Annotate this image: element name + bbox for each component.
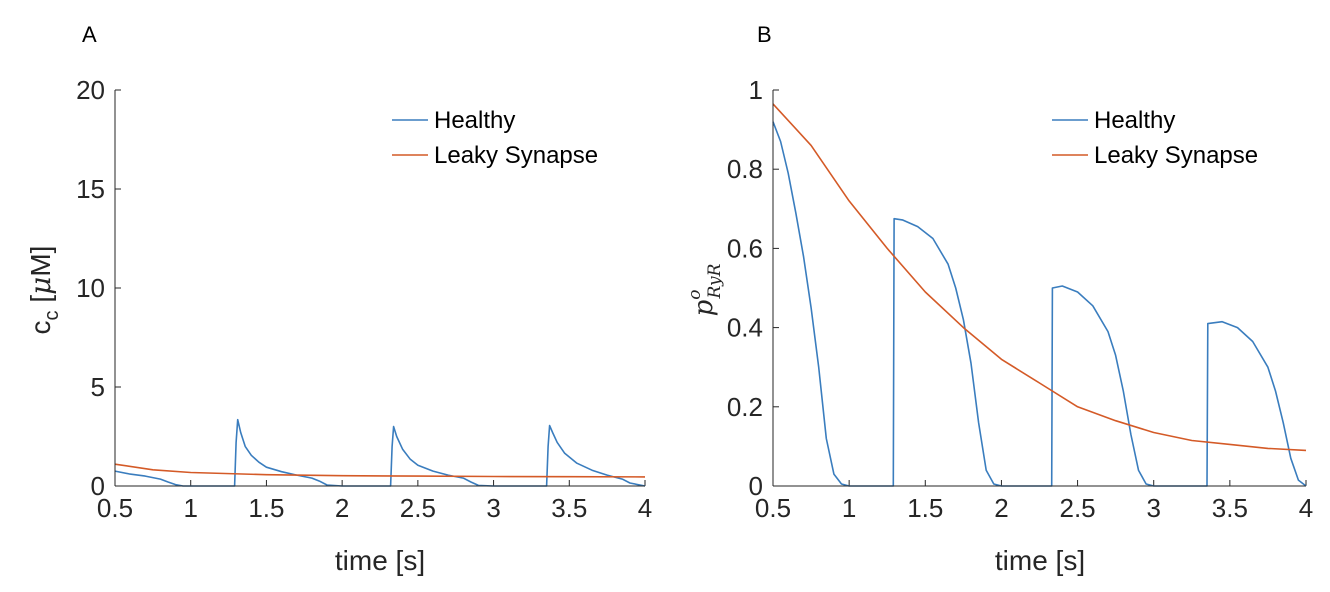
panel-b-x-tick-label: 1 — [842, 493, 856, 523]
panel-b-y-tick-label: 0.4 — [727, 313, 763, 343]
panel-a-series — [114, 418, 646, 487]
panel-a-ticks: 0.5 1 1.5 2 2.5 3 3.5 4 0 5 10 15 20 — [76, 75, 652, 523]
panel-b-x-tick-label: 2 — [994, 493, 1008, 523]
panel-a-x-tick-label: 4 — [638, 493, 652, 523]
panel-a-legend-leaky: Leaky Synapse — [434, 142, 598, 169]
panel-a-x-tick-label: 3 — [486, 493, 500, 523]
panel-b-series-healthy — [772, 121, 1307, 487]
panel-b-legend-leaky: Leaky Synapse — [1094, 142, 1258, 169]
panel-a-y-tick-label: 20 — [76, 75, 105, 105]
panel-a-legend: Healthy Leaky Synapse — [392, 107, 598, 169]
panel-b-ticks: 0.5 1 1.5 2 2.5 3 3.5 4 0 0.2 0.4 0.6 0.8 1 — [727, 75, 1313, 523]
panel-a-series-leaky-synapse — [114, 463, 646, 478]
panel-a-x-tick-label: 1 — [183, 493, 197, 523]
panel-b-y-tick-label: 0.2 — [727, 392, 763, 422]
panel-a-x-label: time [s] — [335, 545, 425, 576]
panel-b-x-tick-label: 3.5 — [1212, 493, 1248, 523]
panel-b-x-tick-label: 2.5 — [1059, 493, 1095, 523]
panel-a-x-tick-label: 2 — [335, 493, 349, 523]
panel-a-y-tick-label: 0 — [91, 471, 105, 501]
panel-a-x-tick-label: 0.5 — [97, 493, 133, 523]
panel-a-y-tick-label: 5 — [91, 372, 105, 402]
panel-b-x-label: time [s] — [995, 545, 1085, 576]
panel-a-y-tick-label: 15 — [76, 174, 105, 204]
panel-b-series-leaky-synapse — [772, 103, 1307, 452]
panel-b-x-tick-label: 1.5 — [907, 493, 943, 523]
panel-a-y-tick-label: 10 — [76, 273, 105, 303]
panel-a-legend-healthy: Healthy — [434, 107, 515, 134]
panel-a-x-tick-label: 3.5 — [551, 493, 587, 523]
panel-b-y-tick-label: 0.8 — [727, 154, 763, 184]
panel-b-y-tick-label: 1 — [749, 75, 763, 105]
panel-a-letter: A — [82, 22, 97, 47]
panel-b-x-tick-label: 0.5 — [755, 493, 791, 523]
panel-b: B 0.5 1 1.5 2 2.5 3 3.5 4 0 0.2 0.4 0.6 0.8 1 time [s… — [685, 22, 1313, 576]
panel-b-y-tick-label: 0 — [749, 471, 763, 501]
panel-a: A 0.5 1 1.5 2 2.5 3 3.5 4 0 5 10 15 20 time [s] cc [… — [24, 22, 652, 576]
panel-a-x-tick-label: 1.5 — [248, 493, 284, 523]
panel-b-x-tick-label: 4 — [1299, 493, 1313, 523]
panel-a-x-tick-label: 2.5 — [400, 493, 436, 523]
panel-b-legend-healthy: Healthy — [1094, 107, 1175, 134]
panel-b-y-tick-label: 0.6 — [727, 233, 763, 263]
panel-a-y-label: cc [μM] — [24, 246, 63, 335]
panel-b-legend: Healthy Leaky Synapse — [1052, 107, 1258, 169]
panel-b-y-label: poRyR — [685, 263, 725, 316]
panel-b-letter: B — [757, 22, 772, 47]
panel-b-x-tick-label: 3 — [1146, 493, 1160, 523]
